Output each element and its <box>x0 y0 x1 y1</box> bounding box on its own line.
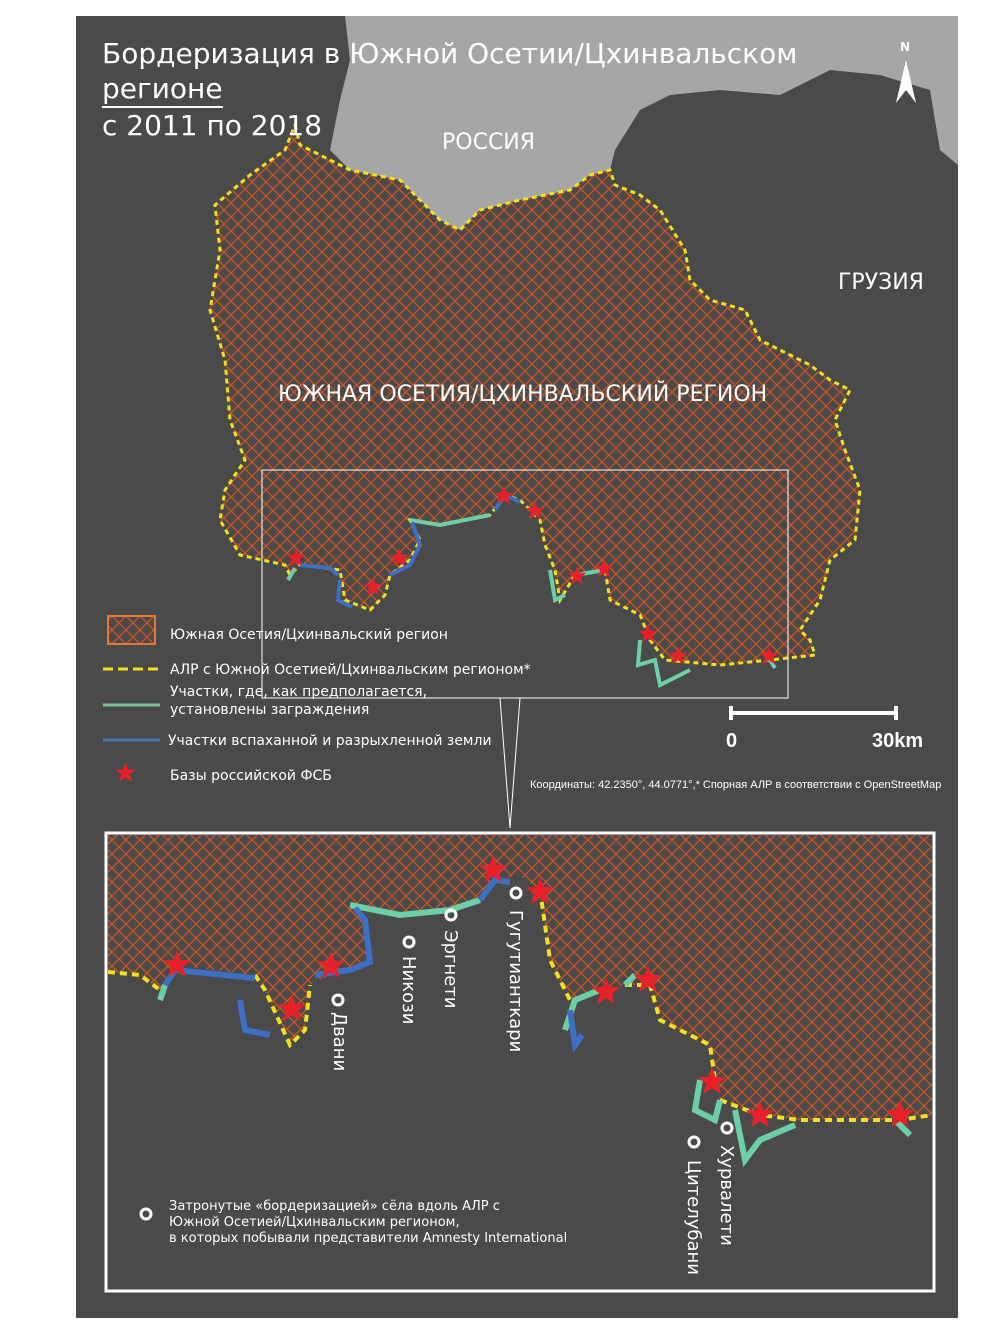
inset-region <box>108 835 932 1120</box>
fsb-base-star-icon <box>316 951 346 979</box>
fsb-base-star-icon <box>668 646 688 665</box>
fsb-base-star-icon <box>745 1100 775 1128</box>
fsb-base-star-icon <box>525 501 545 520</box>
fence-segments <box>286 513 777 688</box>
legend-hatch-swatch <box>107 615 156 645</box>
label-georgia: ГРУЗИЯ <box>838 270 924 295</box>
village-marker-icon <box>402 935 416 949</box>
north-arrow-icon <box>896 60 916 103</box>
fsb-base-star-icon <box>885 1100 915 1128</box>
inset-legend-line3: в которых побывали представители Amnesty… <box>169 1231 568 1246</box>
village-marker-icon <box>444 908 458 922</box>
legend-plowed: Участки вспаханной и разрыхленной земли <box>168 733 492 749</box>
legend-star-icon: ★ <box>113 756 139 789</box>
russia-area <box>330 16 958 230</box>
scale-end: 30km <box>872 730 924 752</box>
village-dvani: Двани <box>329 1012 350 1072</box>
title-line1: Бордеризация в Южной Осетии/Цхинвальском <box>102 37 798 70</box>
scale-start: 0 <box>726 730 738 752</box>
village-marker-icon <box>687 1135 701 1149</box>
inset-frame-marker <box>261 469 789 699</box>
legend-fsb: Базы российской ФСБ <box>170 768 332 784</box>
fsb-base-star-icon <box>286 548 306 567</box>
village-khurvaleti: Хурвалети <box>716 1145 737 1246</box>
title-line2: регионе <box>102 71 223 108</box>
legend-fence-2: установлены заграждения <box>170 702 370 718</box>
north-label: N <box>900 40 911 54</box>
south-ossetia-region <box>208 120 862 667</box>
village-tsitelubani: Цителубани <box>683 1160 704 1275</box>
footnote: Координаты: 42.2350°, 44.0771°,* Спорная… <box>530 779 942 791</box>
fsb-base-star-icon <box>363 577 383 596</box>
inset-fence-segments <box>157 897 913 1168</box>
village-ergneti: Эргнети <box>440 930 461 1009</box>
label-russia: РОССИЯ <box>442 130 536 155</box>
fsb-base-star-icon <box>759 646 779 665</box>
fsb-base-star-icon <box>594 559 614 578</box>
village-nikozi: Никози <box>398 956 419 1025</box>
map-title: Бордеризация в Южной Осетии/Цхинвальском… <box>102 36 797 143</box>
village-marker-icon <box>331 993 345 1007</box>
inset-border-line <box>107 889 933 1122</box>
fsb-base-star-icon <box>697 1067 727 1095</box>
label-region: ЮЖНАЯ ОСЕТИЯ/ЦХИНВАЛЬСКИЙ РЕГИОН <box>278 382 768 407</box>
inset-connector <box>499 697 521 829</box>
fsb-base-star-icon <box>633 965 663 993</box>
village-marker-icon <box>509 886 523 900</box>
fsb-base-star-icon <box>494 486 514 505</box>
legend-border: АЛР с Южной Осетией/Цхинвальским регионо… <box>170 662 531 678</box>
village-legend-icon <box>139 1207 153 1221</box>
fsb-base-star-icon <box>567 566 587 585</box>
inset-legend: Затронутые «бордеризацией» сёла вдоль АЛ… <box>169 1199 567 1247</box>
fsb-base-star-icon <box>277 994 307 1022</box>
village-marker-icon <box>720 1121 734 1135</box>
scale-bar <box>729 706 898 720</box>
legend-fence-1: Участки, где, как предполагается, <box>170 684 428 700</box>
legend-region: Южная Осетия/Цхинвальский регион <box>170 627 448 643</box>
inset-legend-line1: Затронутые «бордеризацией» сёла вдоль АЛ… <box>169 1199 500 1214</box>
title-line3: с 2011 по 2018 <box>102 109 323 142</box>
village-gugutiantkari: Гугутианткари <box>505 910 526 1053</box>
fsb-base-star-icon <box>638 624 658 643</box>
fsb-base-star-icon <box>591 977 621 1005</box>
fsb-base-star-icon <box>162 950 192 978</box>
fsb-base-star-icon <box>389 548 409 567</box>
fsb-base-star-icon <box>525 877 555 905</box>
fsb-base-star-icon <box>478 855 508 883</box>
inset-legend-line2: Южной Осетией/Цхинвальским регионом, <box>169 1215 460 1230</box>
plowed-segments <box>299 492 521 609</box>
